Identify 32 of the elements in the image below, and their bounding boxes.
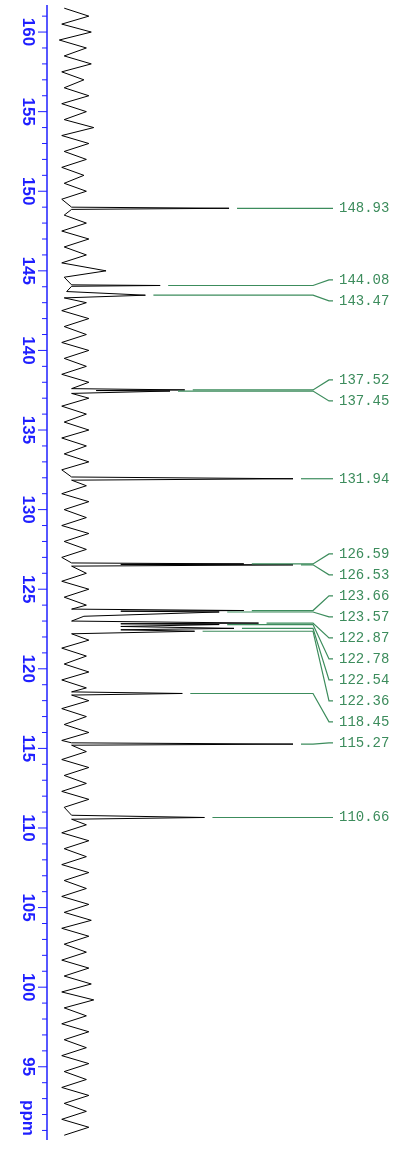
annotation: 131.94	[339, 470, 390, 487]
annotation: 122.78	[339, 650, 390, 667]
annotation: 123.57	[339, 608, 390, 625]
y-tick-label: 140	[18, 336, 38, 365]
annotation: 148.93	[339, 200, 390, 217]
annotation: 123.66	[339, 587, 390, 604]
y-tick-label: 160	[18, 17, 38, 47]
y-tick-label: 110	[18, 814, 38, 842]
y-axis-title: ppm	[18, 1100, 38, 1136]
annotation: 122.87	[339, 629, 390, 646]
annotation: 126.59	[339, 545, 390, 562]
annotation: 122.36	[339, 692, 390, 709]
annotation: 118.45	[339, 713, 390, 730]
y-tick-label: 120	[18, 654, 38, 683]
y-tick-label: 130	[18, 495, 38, 524]
y-tick-label: 145	[18, 256, 38, 286]
y-tick-label: 155	[18, 97, 38, 126]
annotation: 137.45	[339, 392, 390, 409]
y-tick-label: 100	[18, 972, 38, 1002]
y-tick-label: 105	[18, 893, 38, 922]
y-tick-label: 125	[18, 575, 38, 604]
annotation: 143.47	[339, 292, 390, 309]
y-tick-label: 135	[18, 415, 38, 445]
annotation: 126.53	[339, 566, 390, 583]
annotation: 115.27	[339, 734, 390, 751]
y-tick-label: 95	[18, 1057, 38, 1077]
annotation: 110.66	[339, 809, 390, 826]
annotation: 122.54	[339, 671, 390, 688]
y-tick-label: 150	[18, 177, 38, 206]
annotation: 137.52	[339, 371, 390, 388]
y-tick-label: 115	[18, 734, 38, 763]
annotation: 144.08	[339, 271, 390, 288]
